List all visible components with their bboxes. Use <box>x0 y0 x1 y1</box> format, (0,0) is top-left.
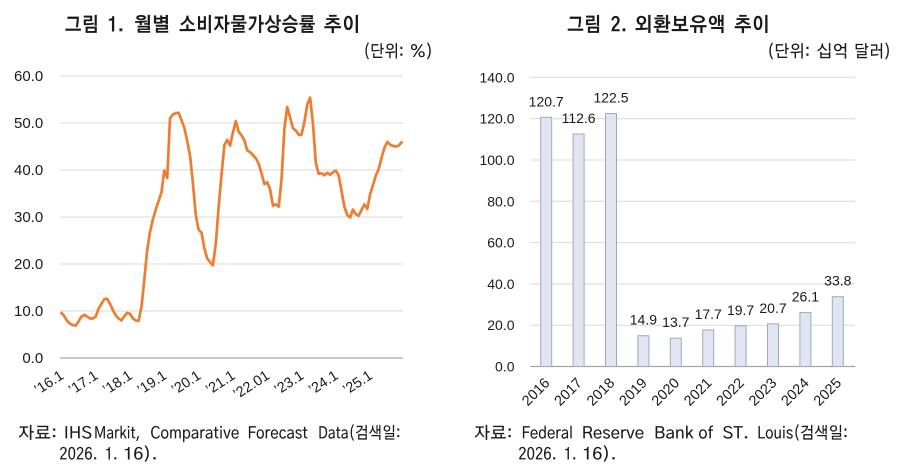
svg-text:2024: 2024 <box>778 375 812 409</box>
svg-text:0.0: 0.0 <box>495 359 515 375</box>
svg-text:2022: 2022 <box>714 375 748 409</box>
svg-text:20.7: 20.7 <box>759 300 786 316</box>
svg-text:120.7: 120.7 <box>529 93 564 109</box>
svg-text:2021: 2021 <box>681 375 715 409</box>
svg-text:13.7: 13.7 <box>662 314 689 330</box>
svg-text:2016: 2016 <box>519 375 553 409</box>
svg-text:2025: 2025 <box>811 375 845 409</box>
svg-text:0.0: 0.0 <box>22 350 43 367</box>
svg-text:’23.1: ’23.1 <box>272 368 307 399</box>
svg-text:33.8: 33.8 <box>824 273 851 289</box>
svg-text:122.5: 122.5 <box>593 90 628 106</box>
svg-text:60.0: 60.0 <box>14 68 43 85</box>
svg-text:20.0: 20.0 <box>14 256 43 273</box>
svg-text:60.0: 60.0 <box>487 235 514 251</box>
svg-text:2023: 2023 <box>746 375 780 409</box>
svg-text:50.0: 50.0 <box>14 115 43 132</box>
svg-text:100.0: 100.0 <box>479 152 514 168</box>
svg-text:14.9: 14.9 <box>630 312 657 328</box>
svg-text:112.6: 112.6 <box>562 110 596 126</box>
svg-text:26.1: 26.1 <box>792 289 819 305</box>
svg-text:19.7: 19.7 <box>727 302 754 318</box>
svg-text:120.0: 120.0 <box>479 111 514 127</box>
svg-text:2019: 2019 <box>616 375 650 409</box>
svg-text:’20.1: ’20.1 <box>169 368 204 399</box>
svg-text:’18.1: ’18.1 <box>100 368 135 399</box>
svg-text:’25.1: ’25.1 <box>340 368 375 399</box>
svg-text:’24.1: ’24.1 <box>306 368 341 399</box>
svg-text:’16.1: ’16.1 <box>32 368 67 399</box>
svg-text:’22.01: ’22.01 <box>231 368 273 403</box>
svg-text:’17.1: ’17.1 <box>66 368 101 399</box>
svg-text:2020: 2020 <box>649 375 683 409</box>
svg-text:2017: 2017 <box>552 375 586 409</box>
svg-text:30.0: 30.0 <box>14 209 43 226</box>
svg-text:2018: 2018 <box>584 375 618 409</box>
svg-text:80.0: 80.0 <box>487 193 514 209</box>
svg-text:40.0: 40.0 <box>487 276 514 292</box>
svg-text:’19.1: ’19.1 <box>135 368 170 399</box>
svg-text:17.7: 17.7 <box>695 306 722 322</box>
svg-text:140.0: 140.0 <box>479 69 514 85</box>
svg-text:40.0: 40.0 <box>14 162 43 179</box>
svg-text:20.0: 20.0 <box>487 317 514 333</box>
svg-text:10.0: 10.0 <box>14 303 43 320</box>
